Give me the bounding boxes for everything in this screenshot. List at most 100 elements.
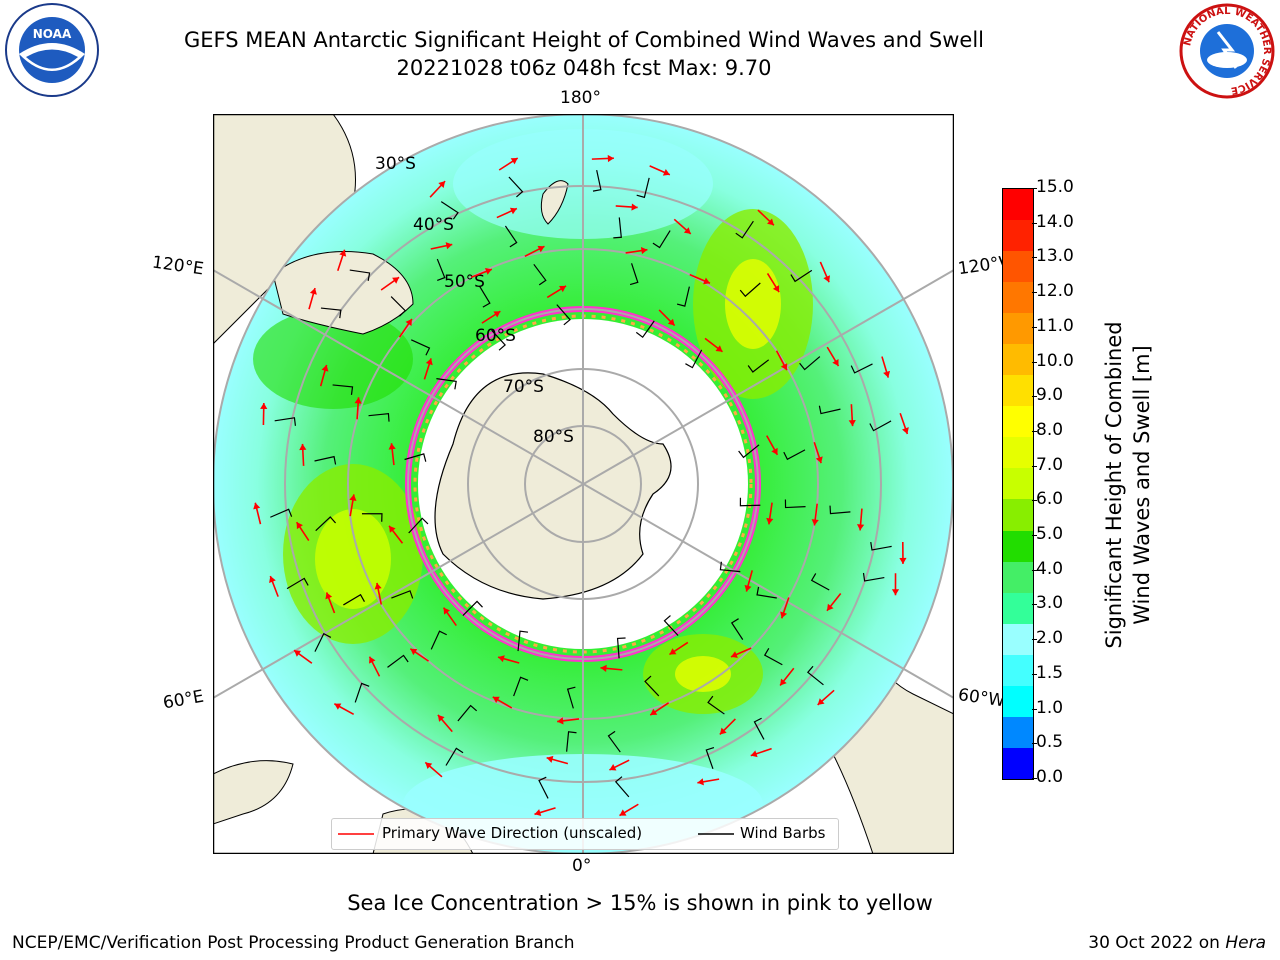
wave-direction-arrowhead xyxy=(771,447,778,455)
wind-barb xyxy=(862,572,885,582)
wind-barb xyxy=(368,412,390,422)
wind-barb xyxy=(436,258,446,281)
colorbar-segment xyxy=(1003,344,1033,376)
wave-direction-arrowhead xyxy=(425,358,433,366)
wind-barb xyxy=(286,577,309,590)
wind-barb xyxy=(784,499,806,509)
wind-barb xyxy=(566,731,577,752)
colorbar-segment xyxy=(1003,592,1033,624)
wave-direction-arrowhead xyxy=(600,664,607,672)
wave-direction-arrowhead xyxy=(354,397,362,404)
wave-direction-arrowhead xyxy=(557,717,564,725)
wave-direction-arrowhead xyxy=(537,245,545,253)
colorbar-tickmark xyxy=(1032,500,1037,502)
colorbar-label-line2: Wind Waves and Swell [m] xyxy=(1130,345,1154,625)
noaa-logo: NOAA xyxy=(4,2,100,98)
wave-direction-arrowhead xyxy=(767,218,774,226)
wind-barb xyxy=(635,320,655,339)
wave-direction-arrowhead xyxy=(321,364,329,372)
lon-label-0: 0° xyxy=(572,856,592,876)
wave-direction-arrowhead xyxy=(669,648,677,655)
wind-barb xyxy=(361,513,383,522)
wind-barb xyxy=(806,665,824,686)
wave-direction-arrowhead xyxy=(534,809,542,816)
colorbar-tickmark xyxy=(1032,222,1037,224)
wind-barb xyxy=(387,654,409,668)
wind-barb xyxy=(491,329,506,351)
wind-barb xyxy=(592,169,602,192)
colorbar-segment xyxy=(1003,406,1033,438)
wave-direction-arrowhead xyxy=(309,288,317,295)
credit-text: NCEP/EMC/Verification Post Processing Pr… xyxy=(12,933,575,953)
wind-barb xyxy=(614,776,630,798)
colorbar-tickmark xyxy=(1032,673,1037,675)
wave-direction-arrowhead xyxy=(425,762,433,770)
wind-barb xyxy=(719,561,741,573)
colorbar-segment xyxy=(1003,468,1033,500)
lat-label-40s: 40°S xyxy=(413,215,454,235)
wind-barb xyxy=(652,230,671,249)
colorbar-label: Significant Height of Combined Wind Wave… xyxy=(1100,321,1156,648)
colorbar-tickmark xyxy=(1032,361,1037,363)
colorbar-tick-label: 5.0 xyxy=(1036,524,1064,545)
wind-barb xyxy=(799,356,821,371)
wind-barb xyxy=(644,675,660,697)
colorbar-segment xyxy=(1003,623,1033,655)
wind-barb xyxy=(790,269,813,283)
map-panel: 30°S 40°S 50°S 60°S 70°S 80°S xyxy=(212,113,955,855)
wave-direction-arrowhead xyxy=(619,809,627,816)
wave-direction-arrowhead xyxy=(493,311,501,318)
wave-direction-arrowhead xyxy=(260,402,268,410)
wind-barb xyxy=(738,444,760,459)
colorbar-tickmark xyxy=(1032,708,1037,710)
wave-direction-arrowhead xyxy=(772,285,780,293)
wave-direction-arrowhead xyxy=(631,203,638,211)
colorbar-tick-label: 7.0 xyxy=(1036,454,1064,475)
wind-barb xyxy=(410,339,431,356)
wind-barb xyxy=(445,747,464,766)
wind-barbs-layer xyxy=(270,169,892,799)
colorbar-tick-label: 8.0 xyxy=(1036,419,1064,440)
wave-direction-arrowhead xyxy=(437,714,445,722)
legend-wind-barbs: Wind Barbs xyxy=(740,824,826,842)
colorbar-segment xyxy=(1003,313,1033,345)
colorbar-tickmark xyxy=(1032,396,1037,398)
wave-direction-arrowhead xyxy=(697,778,704,786)
wind-barb xyxy=(320,307,342,319)
wind-barb xyxy=(478,285,491,308)
wave-direction-arrowhead xyxy=(719,727,727,735)
wind-barb xyxy=(810,573,830,591)
wave-direction-arrowhead xyxy=(780,611,788,619)
wind-barb xyxy=(735,220,754,239)
wave-direction-arrowhead xyxy=(650,708,658,716)
wind-barb xyxy=(332,384,354,395)
wind-barb xyxy=(663,615,679,636)
colorbar-segment xyxy=(1003,499,1033,531)
wind-barb xyxy=(616,637,626,659)
wind-barb xyxy=(829,505,851,515)
lon-label-60w: 60°W xyxy=(956,685,1004,711)
wind-barb xyxy=(462,600,483,616)
wind-barb xyxy=(391,590,414,599)
wave-direction-arrowhead xyxy=(546,755,554,763)
wave-direction-arrowhead xyxy=(730,651,738,658)
colorbar-tick-label: 2.0 xyxy=(1036,628,1064,649)
noaa-logo-text: NOAA xyxy=(33,27,72,41)
colorbar-tick-label: 6.0 xyxy=(1036,489,1064,510)
colorbar-segment xyxy=(1003,375,1033,407)
wave-direction-arrowhead xyxy=(891,589,900,596)
wave-direction-arrowhead xyxy=(848,419,856,427)
colorbar xyxy=(1002,188,1034,780)
wind-barb xyxy=(607,730,621,753)
wave-direction-arrowhead xyxy=(683,227,691,234)
wave-direction-arrowhead xyxy=(750,750,758,758)
wave-direction-arrowhead xyxy=(438,181,446,188)
wind-barb xyxy=(314,632,332,652)
colorbar-tick-label: 11.0 xyxy=(1036,315,1074,336)
wind-barb xyxy=(676,286,690,307)
wind-barb xyxy=(436,378,457,390)
wave-direction-arrowhead xyxy=(832,359,839,367)
map-legend: Primary Wave Direction (unscaled) Wind B… xyxy=(331,818,839,850)
wave-direction-arrowhead xyxy=(299,443,307,451)
legend-wave-direction: Primary Wave Direction (unscaled) xyxy=(382,824,643,842)
